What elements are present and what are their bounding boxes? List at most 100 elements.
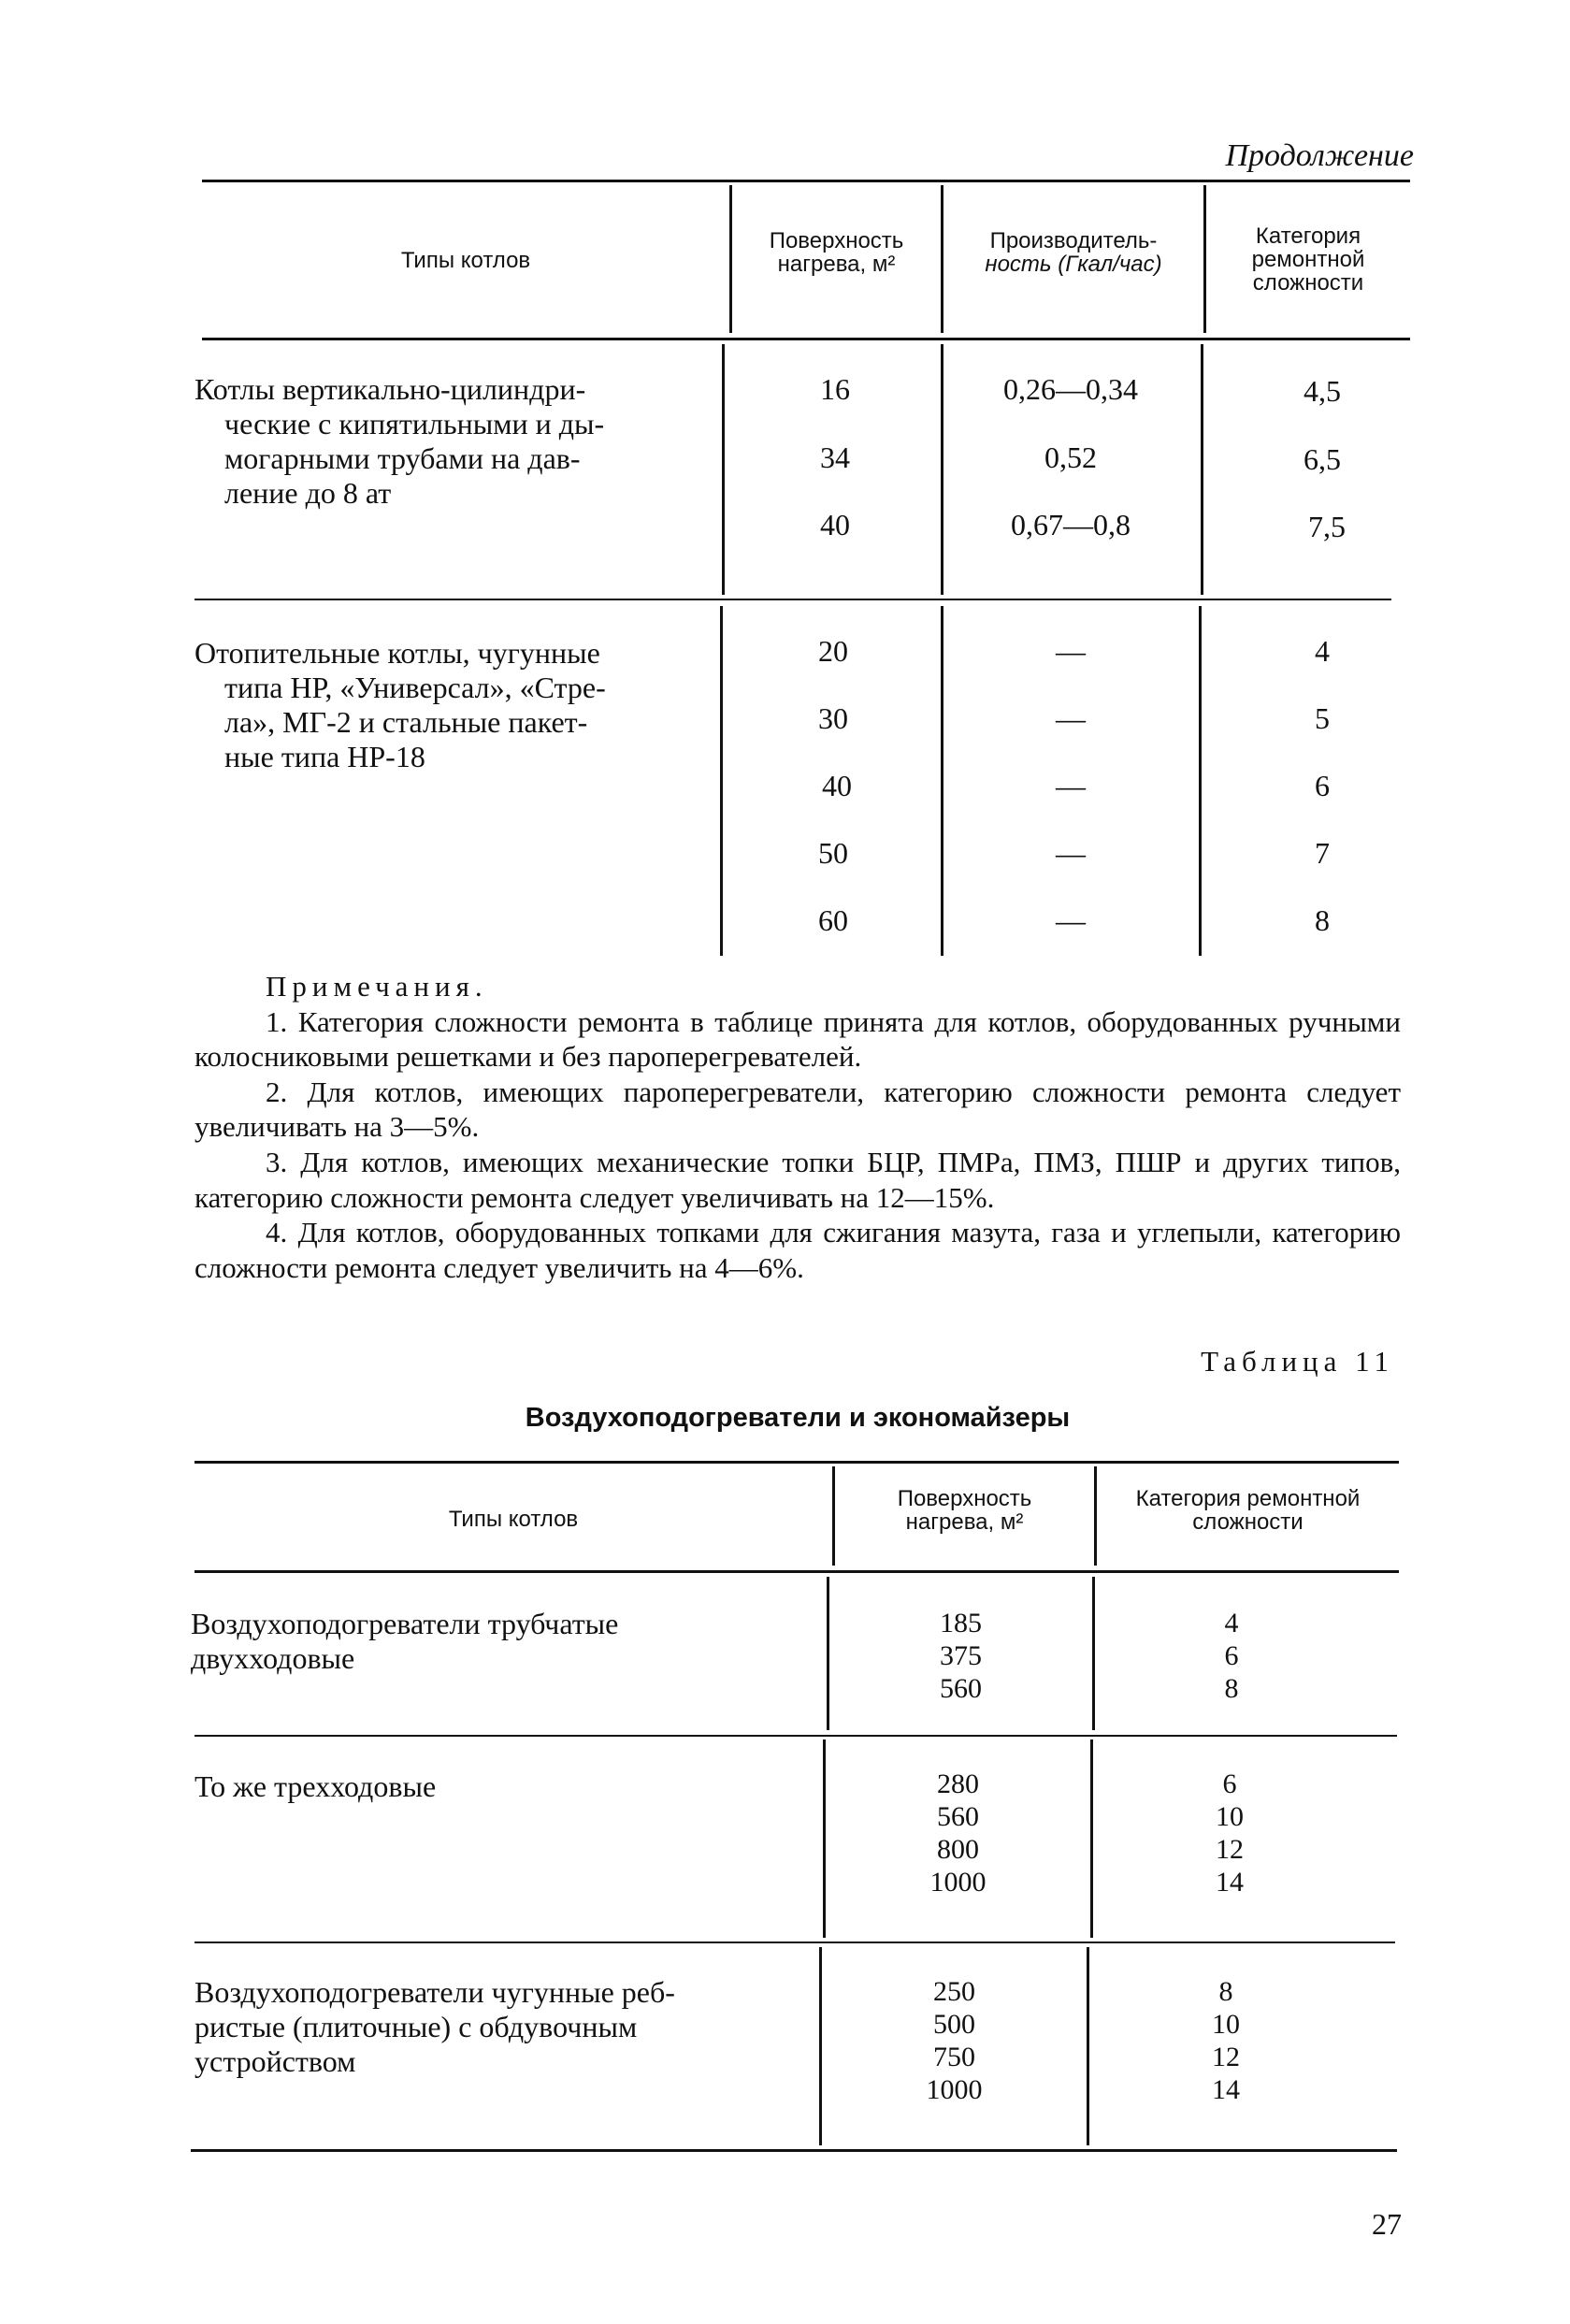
- text-line: Воздухоподогреватели трубчатые: [191, 1607, 619, 1640]
- text-line: двухходовые: [191, 1641, 355, 1675]
- column-divider: [941, 185, 943, 333]
- column-divider: [823, 1739, 826, 1938]
- header-surface: Поверхность нагрева, м²: [732, 229, 941, 276]
- notes: Примечания. 1. Категория сложности ремон…: [194, 969, 1401, 1285]
- column-divider: [1203, 185, 1206, 333]
- category-cell: 6 10 12 14: [1093, 1768, 1366, 1898]
- table-2-top-rule: [194, 1461, 1399, 1464]
- boiler-type-cell: То же трехходовые: [194, 1769, 812, 1804]
- column-divider: [1087, 1947, 1089, 2145]
- header-capacity: Производитель- ность (Гкал/час): [943, 229, 1203, 276]
- text-line: ные типа НР-18: [224, 740, 425, 773]
- text-line: Воздухоподогреватели чугунные реб-: [194, 1975, 675, 2009]
- surface-cell: 20: [818, 634, 848, 668]
- value: 1000: [926, 2074, 983, 2105]
- text-line: То же трехходовые: [194, 1769, 437, 1803]
- continuation-label: Продолжение: [1225, 138, 1414, 173]
- column-divider: [827, 1577, 829, 1730]
- group-rule: [194, 1941, 1395, 1943]
- notes-heading: Примечания.: [266, 970, 488, 1003]
- header-line: Производитель-: [989, 228, 1158, 253]
- header-line: Поверхность: [769, 228, 904, 253]
- header-category: Категория ремонтной сложности: [1097, 1487, 1399, 1534]
- text-line: устройством: [194, 2044, 356, 2078]
- surface-cell: 185 375 560: [829, 1607, 1092, 1705]
- header-line: Категория: [1255, 224, 1361, 249]
- category-cell: 4 6 8: [1095, 1607, 1368, 1705]
- column-divider: [1092, 1577, 1095, 1730]
- value: 10: [1216, 1801, 1244, 1832]
- category-cell: 4,5: [1304, 374, 1341, 408]
- header-line: нагрева, м²: [777, 252, 896, 277]
- surface-cell: 34: [820, 440, 850, 474]
- note-item: 4. Для котлов, оборудованных топками для…: [194, 1216, 1401, 1284]
- surface-cell: 50: [818, 836, 848, 870]
- table-label: Таблица 11: [1201, 1345, 1394, 1378]
- value: 10: [1212, 2009, 1240, 2040]
- column-divider: [1090, 1739, 1093, 1938]
- header-line: сложности: [1252, 270, 1364, 296]
- note-item: 3. Для котлов, имеющих механические топк…: [194, 1145, 1401, 1214]
- value: 8: [1224, 1673, 1239, 1704]
- header-line: ремонтной: [1251, 247, 1365, 272]
- column-divider: [941, 344, 943, 595]
- header-line: ность (Гкал/час): [985, 252, 1162, 277]
- group-rule: [194, 1735, 1397, 1737]
- table-title: Воздухоподогреватели и экономайзеры: [525, 1403, 1071, 1433]
- text-line: ление до 8 ат: [224, 476, 392, 510]
- surface-cell: 30: [818, 701, 848, 735]
- value: 14: [1212, 2074, 1240, 2105]
- value: 250: [933, 1976, 975, 2007]
- column-divider: [832, 1466, 835, 1566]
- capacity-cell: 0,52: [1044, 440, 1097, 474]
- category-cell: 6,5: [1304, 442, 1341, 476]
- value: 6: [1222, 1768, 1237, 1799]
- surface-cell: 60: [818, 903, 848, 937]
- value: 4: [1224, 1608, 1239, 1638]
- column-divider: [941, 606, 943, 956]
- surface-cell: 250 500 750 1000: [822, 1975, 1087, 2106]
- capacity-cell: —: [1056, 769, 1086, 802]
- capacity-cell: —: [1056, 701, 1086, 735]
- column-divider: [722, 344, 725, 595]
- group-rule: [194, 599, 1391, 600]
- column-divider: [1199, 606, 1202, 956]
- header-line: Категория ремонтной: [1135, 1486, 1361, 1511]
- category-cell: 4: [1315, 634, 1330, 668]
- boiler-type-cell: Котлы вертикально-цилиндри- ческие с кип…: [194, 372, 709, 511]
- surface-cell: 16: [820, 372, 850, 406]
- text-line: ла», МГ-2 и стальные пакет-: [224, 705, 588, 739]
- value: 500: [933, 2009, 975, 2040]
- header-line: Поверхность: [897, 1486, 1032, 1511]
- capacity-cell: —: [1056, 903, 1086, 937]
- page-number: 27: [1372, 2207, 1402, 2241]
- column-divider: [1094, 1466, 1097, 1566]
- table-1-header-rule: [202, 338, 1410, 340]
- surface-cell: 40: [822, 769, 852, 802]
- value: 375: [940, 1640, 982, 1671]
- value: 12: [1216, 1834, 1244, 1865]
- value: 560: [937, 1801, 979, 1832]
- column-divider: [1201, 344, 1203, 595]
- category-cell: 6: [1315, 769, 1330, 802]
- header-line: нагрева, м²: [905, 1509, 1024, 1535]
- surface-cell: 280 560 800 1000: [826, 1768, 1090, 1898]
- text-line: ческие с кипятильными и ды-: [224, 407, 605, 440]
- text-line: Котлы вертикально-цилиндри-: [194, 372, 586, 406]
- text-line: Отопительные котлы, чугунные: [194, 636, 600, 670]
- category-cell: 8 10 12 14: [1089, 1975, 1362, 2106]
- boiler-type-cell: Отопительные котлы, чугунные типа НР, «У…: [194, 636, 707, 774]
- text-line: могарными трубами на дав-: [224, 441, 581, 475]
- text-line: типа НР, «Универсал», «Стре-: [224, 671, 606, 704]
- boiler-type-cell: Воздухоподогреватели трубчатые двухходов…: [191, 1607, 817, 1676]
- value: 12: [1212, 2042, 1240, 2072]
- category-cell: 7,5: [1308, 510, 1346, 543]
- value: 6: [1224, 1640, 1239, 1671]
- boiler-type-cell: Воздухоподогреватели чугунные реб- ристы…: [194, 1975, 812, 2079]
- category-cell: 7: [1315, 836, 1330, 870]
- surface-cell: 40: [820, 508, 850, 541]
- note-item: 1. Категория сложности ремонта в таблице…: [194, 1004, 1401, 1074]
- value: 185: [940, 1608, 982, 1638]
- table-2-header-rule: [194, 1570, 1399, 1573]
- capacity-cell: 0,26—0,34: [1003, 372, 1138, 406]
